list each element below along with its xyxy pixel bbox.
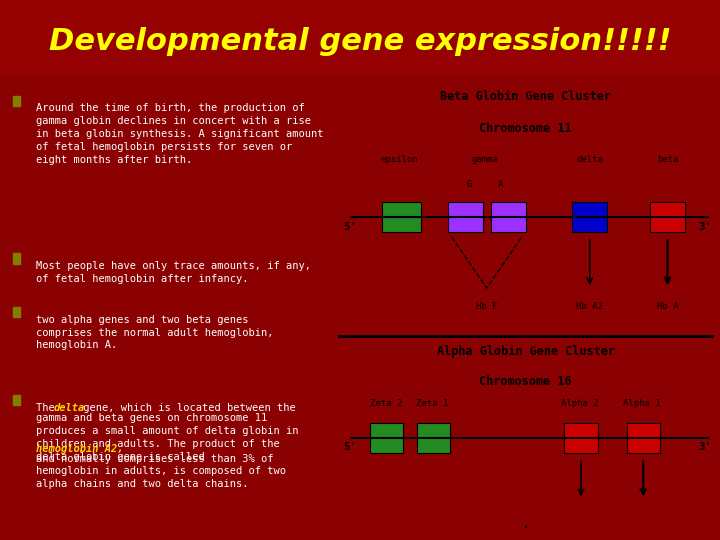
Bar — [13, 307, 20, 317]
Text: Alpha 1: Alpha 1 — [624, 399, 661, 408]
Text: Hb A2: Hb A2 — [576, 302, 603, 311]
Text: G: G — [467, 180, 472, 190]
Text: Hb F: Hb F — [476, 302, 498, 311]
Text: beta: beta — [657, 155, 678, 164]
Text: delta: delta — [54, 403, 85, 413]
Text: .: . — [521, 517, 530, 531]
FancyBboxPatch shape — [626, 423, 660, 453]
Text: 5': 5' — [343, 442, 356, 453]
FancyBboxPatch shape — [382, 202, 420, 232]
FancyBboxPatch shape — [572, 202, 607, 232]
Text: 3': 3' — [698, 442, 712, 453]
Text: The: The — [36, 403, 61, 413]
Text: Chromosome 11: Chromosome 11 — [480, 122, 572, 135]
Text: and normally comprises less than 3% of
hemoglobin in adults, is composed of two
: and normally comprises less than 3% of h… — [36, 454, 286, 489]
Text: Developmental gene expression!!!!!: Developmental gene expression!!!!! — [49, 27, 671, 56]
Text: Zeta 2: Zeta 2 — [369, 399, 402, 408]
Text: Beta Globin Gene Cluster: Beta Globin Gene Cluster — [440, 90, 611, 103]
Text: A: A — [498, 180, 503, 190]
Text: Most people have only trace amounts, if any,
of fetal hemoglobin after infancy.: Most people have only trace amounts, if … — [36, 261, 311, 284]
Text: Chromosome 16: Chromosome 16 — [480, 375, 572, 388]
Text: 5': 5' — [343, 222, 356, 232]
FancyBboxPatch shape — [448, 202, 483, 232]
FancyBboxPatch shape — [650, 202, 685, 232]
Text: two alpha genes and two beta genes
comprises the normal adult hemoglobin,
hemogl: two alpha genes and two beta genes compr… — [36, 315, 274, 350]
Text: Hb A: Hb A — [657, 302, 678, 311]
Text: Around the time of birth, the production of
gamma globin declines in concert wit: Around the time of birth, the production… — [36, 104, 323, 165]
FancyBboxPatch shape — [490, 202, 526, 232]
FancyBboxPatch shape — [564, 423, 598, 453]
Bar — [13, 96, 20, 106]
FancyBboxPatch shape — [417, 423, 450, 453]
Text: 3': 3' — [698, 222, 712, 232]
Text: Alpha Globin Gene Cluster: Alpha Globin Gene Cluster — [436, 345, 615, 358]
Text: epsilon: epsilon — [380, 155, 418, 164]
Text: delta: delta — [576, 155, 603, 164]
Bar — [13, 253, 20, 264]
Text: gamma: gamma — [472, 155, 498, 164]
Text: Zeta 1: Zeta 1 — [416, 399, 449, 408]
Text: Alpha 2: Alpha 2 — [561, 399, 599, 408]
Text: gene, which is located between the: gene, which is located between the — [76, 403, 295, 413]
FancyBboxPatch shape — [370, 423, 403, 453]
Text: hemoglobin A2,: hemoglobin A2, — [36, 443, 124, 454]
Text: gamma and beta genes on chromosome 11
produces a small amount of delta globin in: gamma and beta genes on chromosome 11 pr… — [36, 413, 299, 462]
Bar — [13, 395, 20, 406]
